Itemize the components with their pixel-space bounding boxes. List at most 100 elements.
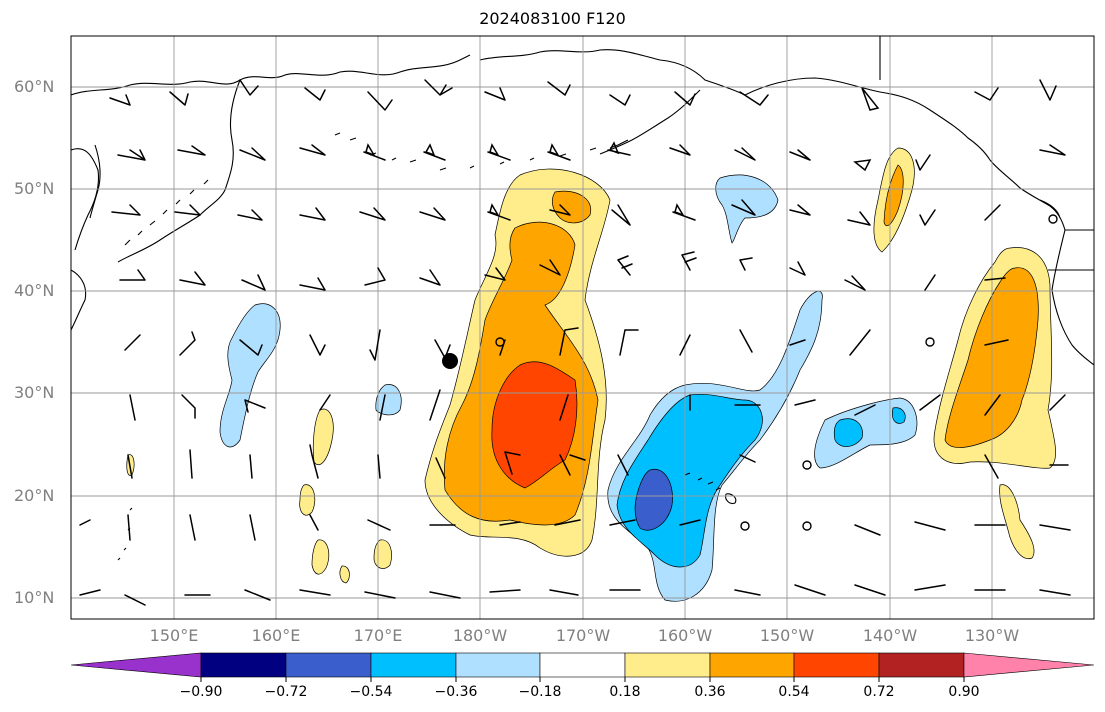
wind-barb	[424, 79, 453, 96]
contour-lightblue-hawaii-east	[814, 397, 918, 469]
wind-barb	[111, 204, 141, 216]
calm-markers	[495, 214, 1058, 531]
colorbar	[70, 652, 1095, 678]
colorbar-label: 0.18	[609, 684, 641, 700]
wind-barb	[484, 87, 506, 101]
lon-label-170w: 170°W	[555, 626, 611, 645]
wind-barb	[79, 519, 91, 526]
contour-royalblue-main	[634, 468, 673, 531]
wind-barb	[681, 251, 697, 271]
wind-barb	[484, 267, 506, 281]
wind-barb	[861, 87, 880, 111]
wind-barb	[177, 145, 206, 156]
wind-barb	[367, 519, 391, 531]
gridlines	[71, 36, 1094, 619]
wind-barb	[559, 394, 569, 421]
wind-barb	[377, 454, 381, 479]
wind-barb	[127, 454, 133, 479]
wind-barb	[241, 274, 266, 291]
contour-orange-gulf	[883, 164, 904, 227]
wind-barb	[179, 271, 206, 286]
coastline-sakhalin	[89, 144, 101, 219]
wind-barb	[237, 209, 263, 221]
lat-label-20n: 20°N	[14, 486, 55, 505]
wind-barb	[984, 394, 1001, 416]
colorbar-segment	[455, 652, 541, 678]
contour-yellow-blob-7	[339, 565, 350, 584]
wind-barb	[244, 589, 271, 601]
wind-barb	[919, 394, 941, 411]
wind-barb	[169, 91, 189, 106]
wind-barb	[679, 519, 701, 526]
wind-barb	[669, 144, 691, 156]
wind-barb	[914, 584, 946, 591]
wind-barb	[239, 147, 266, 161]
wind-barb	[499, 521, 521, 526]
lon-label-150e: 150°E	[149, 626, 199, 645]
coastline-vancouver	[1039, 199, 1061, 219]
colorbar-label: −0.36	[434, 684, 478, 700]
wind-barb	[435, 457, 446, 479]
contour-lightblue-west	[219, 303, 281, 448]
wind-barb	[239, 339, 263, 356]
colorbar-segment	[963, 652, 1095, 678]
wind-barb	[379, 394, 386, 421]
wind-barb	[189, 449, 193, 479]
wind-barb	[794, 584, 826, 596]
wind-barb	[679, 334, 691, 356]
wind-barb	[984, 454, 999, 479]
wind-barb	[309, 334, 326, 356]
wind-barb	[304, 87, 326, 101]
contour-yellow-blob-3	[311, 539, 330, 575]
colorbar-segment	[793, 652, 880, 678]
contour-deepblue-hawaii-east-2	[892, 407, 906, 424]
wind-barb	[369, 329, 381, 361]
wind-barb	[854, 524, 881, 536]
wind-barb	[974, 87, 999, 101]
coastline-alaska-west	[479, 49, 746, 96]
wind-barb	[559, 327, 579, 356]
lon-label-180w: 180°W	[452, 626, 508, 645]
calm-circle	[495, 337, 505, 347]
wind-barb	[419, 269, 441, 286]
coastline-us-west	[1051, 229, 1094, 366]
map-title: 2024083100 F120	[479, 9, 626, 28]
lon-label-170e: 170°E	[353, 626, 403, 645]
wind-barb	[487, 143, 511, 161]
wind-barb	[367, 91, 393, 111]
wind-barb	[734, 589, 761, 596]
wind-barb	[739, 257, 753, 271]
wind-barb	[619, 329, 639, 356]
contour-yellow-blob-5	[999, 484, 1035, 560]
wind-barb	[1039, 79, 1057, 101]
wind-barb	[915, 154, 931, 171]
wind-barb	[117, 149, 146, 161]
colorbar-label: 0.54	[778, 684, 810, 700]
calm-circle	[802, 521, 812, 531]
wind-barbs	[79, 79, 1071, 606]
contour-orange-north	[551, 190, 592, 224]
lon-label-140w: 140°W	[862, 626, 918, 645]
colorbar-segment	[285, 652, 372, 678]
coastline-kurils	[124, 179, 209, 246]
colorbar-label: −0.72	[264, 684, 308, 700]
wind-barb	[299, 277, 326, 291]
lat-label-60n: 60°N	[14, 77, 55, 96]
colorbar-segment	[878, 652, 965, 678]
wind-barb	[189, 514, 196, 541]
wind-barb	[609, 519, 636, 526]
wind-barb	[794, 399, 816, 406]
wind-barb	[504, 451, 521, 475]
wind-barb	[489, 589, 521, 593]
wind-barb	[539, 259, 561, 276]
wind-barb	[549, 204, 571, 216]
wind-barb	[429, 591, 461, 599]
wind-barb	[547, 81, 571, 96]
wind-barb	[549, 589, 579, 596]
contour-yellow-blob-1	[312, 408, 334, 466]
wind-barb	[924, 274, 936, 291]
lat-label-40n: 40°N	[14, 281, 55, 300]
wind-barb	[559, 454, 586, 476]
wind-barb	[789, 261, 806, 276]
